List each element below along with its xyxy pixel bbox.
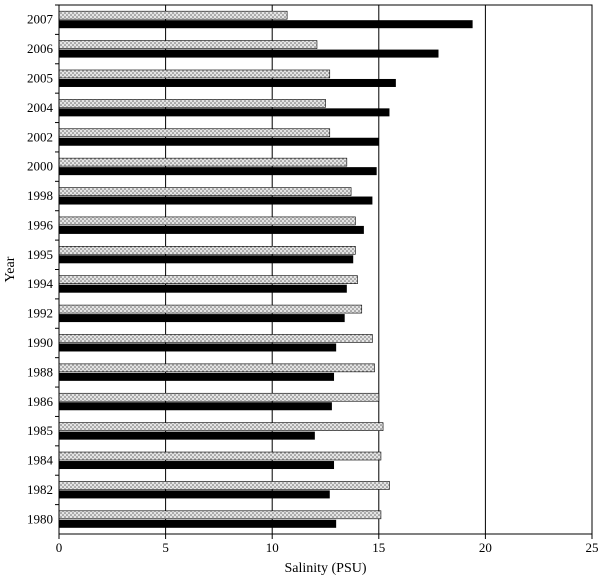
- y-tick-label: 2005: [27, 70, 53, 85]
- bar-dotted: [58, 422, 384, 431]
- bar-solid: [59, 402, 332, 411]
- axes: [55, 4, 593, 539]
- bar-dotted: [58, 187, 352, 196]
- bar-dotted: [58, 392, 380, 402]
- bar-solid: [59, 108, 390, 117]
- bar-dotted: [58, 128, 331, 138]
- bar-solid: [59, 461, 335, 470]
- bar-dotted: [58, 481, 390, 490]
- x-tick-label: 20: [479, 540, 492, 555]
- gridlines: [165, 5, 486, 534]
- y-tick-label: 1982: [27, 482, 53, 497]
- bar-solid: [59, 255, 354, 264]
- bar-solid: [59, 343, 337, 352]
- bar-solid: [59, 314, 345, 323]
- y-tick-label: 1998: [27, 188, 53, 203]
- tick-labels: 0 5 10 15 20 25 2007 2006 2005 2004 2002 2000 1998 19…: [27, 12, 599, 555]
- y-tick-label: 2000: [27, 159, 53, 174]
- bar-dotted: [58, 10, 288, 20]
- y-tick-label: 1980: [27, 511, 53, 526]
- y-tick-label: 1985: [27, 423, 53, 438]
- bar-solid: [59, 284, 347, 293]
- bar-solid: [59, 519, 337, 528]
- bar-dotted: [58, 216, 356, 226]
- x-tick-label: 5: [162, 540, 169, 555]
- bar-dotted: [58, 510, 382, 520]
- bar-solid: [59, 225, 364, 234]
- y-tick-label: 1995: [27, 247, 53, 262]
- x-tick-label: 0: [56, 540, 63, 555]
- bar-dotted: [58, 246, 356, 255]
- y-tick-label: 2007: [27, 12, 54, 27]
- bar-solid: [59, 372, 335, 381]
- bar-solid: [59, 49, 439, 58]
- y-tick-label: 1994: [27, 276, 54, 291]
- x-tick-label: 15: [372, 540, 385, 555]
- y-tick-label: 2004: [27, 100, 54, 115]
- bar-dotted: [58, 363, 375, 373]
- x-tick-label: 10: [266, 540, 279, 555]
- y-tick-label: 1992: [27, 306, 53, 321]
- bar-solid: [59, 137, 379, 146]
- bar-dotted: [58, 157, 348, 167]
- bar-dotted: [58, 40, 318, 49]
- y-tick-label: 1984: [27, 453, 54, 468]
- bars: [58, 10, 473, 528]
- bar-dotted: [58, 275, 358, 284]
- bar-dotted: [58, 304, 363, 314]
- x-tick-label: 25: [586, 540, 599, 555]
- y-tick-label: 2002: [27, 129, 53, 144]
- x-axis-title: Salinity (PSU): [284, 561, 366, 576]
- y-tick-label: 1990: [27, 335, 53, 350]
- bar-solid: [59, 20, 473, 29]
- bar-solid: [59, 78, 396, 87]
- y-axis-title: Year: [3, 256, 18, 282]
- bar-solid: [59, 490, 330, 499]
- bar-solid: [59, 167, 377, 176]
- bar-solid: [59, 196, 373, 205]
- bar-dotted: [58, 69, 331, 79]
- bar-dotted: [58, 99, 326, 108]
- y-tick-label: 2006: [27, 41, 54, 56]
- bar-solid: [59, 431, 315, 440]
- bar-dotted: [58, 334, 373, 343]
- y-tick-label: 1996: [27, 217, 54, 232]
- y-tick-label: 1986: [27, 394, 54, 409]
- y-tick-label: 1988: [27, 364, 53, 379]
- bar-dotted: [58, 451, 382, 461]
